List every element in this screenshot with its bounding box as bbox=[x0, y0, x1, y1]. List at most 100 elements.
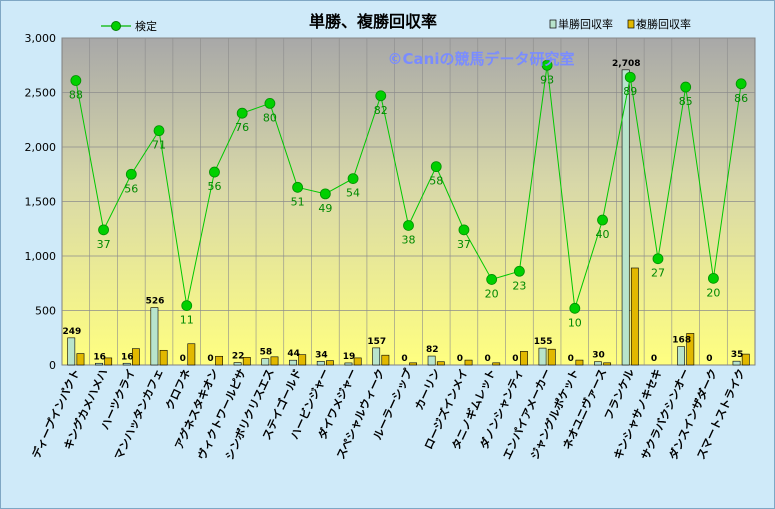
line-value-label: 37 bbox=[97, 238, 111, 251]
bar-value-label: 0 bbox=[651, 354, 657, 364]
bar-win bbox=[594, 361, 602, 366]
bar-place bbox=[270, 356, 279, 366]
bar-value-label: 16 bbox=[93, 352, 106, 362]
bar-place bbox=[132, 348, 140, 366]
line-marker bbox=[292, 181, 304, 193]
line-marker bbox=[181, 300, 193, 311]
bar-place bbox=[159, 349, 168, 366]
y-tick-label: 500 bbox=[35, 305, 56, 318]
bar-labels: 249 16 16 526 0 0 22 58 44 34 19 157 0 82 0 0 0 155 0 30 2,7… bbox=[62, 59, 743, 364]
line-marker bbox=[125, 168, 137, 180]
line-marker bbox=[458, 224, 470, 236]
bar-place bbox=[104, 357, 113, 366]
bar-value-label: 0 bbox=[207, 354, 213, 364]
bar-win bbox=[122, 362, 131, 366]
bar-value-label: 526 bbox=[146, 297, 165, 307]
bar-win bbox=[427, 355, 436, 366]
line-marker bbox=[680, 81, 692, 93]
line-marker bbox=[513, 265, 525, 277]
bar-place bbox=[741, 353, 750, 366]
bar-value-label: 22 bbox=[232, 352, 245, 362]
line-marker bbox=[541, 59, 553, 71]
line-marker bbox=[708, 272, 719, 284]
bar-value-label: 44 bbox=[287, 349, 300, 359]
bar-win bbox=[344, 362, 353, 366]
line-value-label: 88 bbox=[69, 89, 83, 102]
line-value-label: 37 bbox=[457, 238, 471, 251]
bar-place bbox=[436, 361, 445, 366]
x-tick-label: カーリン bbox=[413, 367, 443, 412]
chart-title: 単勝、複勝回収率 bbox=[309, 12, 437, 31]
line-series: 88 37 56 71 11 56 76 80 51 49 54 82 38 58 37 20 23 93 10 40… bbox=[69, 59, 748, 329]
legend-place-label: 複勝回収率 bbox=[636, 17, 691, 31]
bar-place bbox=[242, 357, 251, 366]
line-value-label: 40 bbox=[596, 228, 610, 241]
legend-line-label: 検定 bbox=[135, 19, 157, 33]
watermark: ©Caniの競馬データ研究室 bbox=[388, 50, 575, 68]
line-value-label: 86 bbox=[734, 92, 748, 105]
line-marker bbox=[624, 71, 636, 83]
bar-win bbox=[372, 347, 381, 366]
bar-win bbox=[621, 69, 630, 366]
bar-place bbox=[492, 362, 501, 366]
bar-place bbox=[215, 355, 223, 366]
line-value-label: 27 bbox=[651, 267, 665, 280]
line-value-label: 93 bbox=[540, 73, 554, 86]
legend-win-swatch bbox=[549, 19, 557, 29]
line-value-label: 54 bbox=[346, 187, 360, 200]
y-tick-label: 3,000 bbox=[25, 32, 57, 45]
bar-value-label: 34 bbox=[315, 350, 328, 360]
bar-value-label: 19 bbox=[343, 352, 356, 362]
bar-win bbox=[677, 346, 685, 366]
line-marker bbox=[652, 253, 664, 265]
line-marker bbox=[153, 125, 165, 137]
line-value-label: 76 bbox=[235, 121, 249, 134]
bar-place bbox=[630, 267, 639, 366]
line-marker bbox=[347, 173, 359, 185]
line-value-label: 58 bbox=[429, 175, 443, 188]
bar-value-label: 2,708 bbox=[612, 59, 640, 69]
bar-value-label: 0 bbox=[457, 354, 463, 364]
bar-place bbox=[464, 359, 473, 366]
bar-value-label: 0 bbox=[485, 354, 491, 364]
line-marker bbox=[264, 98, 276, 109]
line-value-label: 82 bbox=[374, 104, 388, 117]
line-marker bbox=[209, 166, 220, 178]
line-value-label: 85 bbox=[679, 95, 693, 108]
bar-value-label: 0 bbox=[401, 354, 407, 364]
line-value-label: 20 bbox=[485, 287, 499, 300]
bar-value-label: 155 bbox=[534, 337, 553, 347]
gridlines bbox=[62, 37, 755, 365]
bar-place bbox=[298, 354, 307, 366]
bar-win bbox=[289, 359, 297, 366]
legend: 検定 単勝回収率 複勝回収率 bbox=[101, 17, 691, 33]
y-tick-label: 0 bbox=[49, 359, 56, 372]
bar-value-label: 58 bbox=[260, 348, 273, 358]
bar-value-label: 16 bbox=[121, 352, 134, 362]
bar-place bbox=[187, 343, 196, 366]
x-axis: ディープインパクトキングカメハメハハーツクライマンハッタンカフェクロフネアグネス… bbox=[29, 365, 748, 462]
line-marker bbox=[319, 188, 331, 200]
y-tick-label: 1,500 bbox=[25, 196, 57, 209]
y-axis: 0 500 1,000 1,500 2,000 2,500 3,000 bbox=[25, 32, 57, 372]
bar-place bbox=[547, 348, 556, 366]
line-marker bbox=[236, 107, 248, 119]
line-value-label: 71 bbox=[152, 139, 166, 152]
line-value-label: 89 bbox=[623, 85, 637, 98]
line-value-label: 23 bbox=[512, 279, 526, 292]
bar-place bbox=[520, 351, 528, 366]
bar-place bbox=[326, 360, 334, 366]
bar-place bbox=[603, 362, 612, 366]
bar-win bbox=[233, 362, 242, 366]
line-marker bbox=[98, 224, 109, 236]
bar-value-label: 30 bbox=[592, 351, 605, 361]
line-value-label: 11 bbox=[180, 314, 194, 327]
line-marker bbox=[735, 78, 747, 90]
line-value-label: 51 bbox=[291, 195, 305, 208]
line-value-label: 20 bbox=[706, 286, 720, 299]
bar-value-label: 0 bbox=[180, 354, 186, 364]
line-marker bbox=[403, 220, 414, 231]
bar-win bbox=[261, 358, 270, 366]
bar-value-label: 168 bbox=[672, 336, 691, 346]
